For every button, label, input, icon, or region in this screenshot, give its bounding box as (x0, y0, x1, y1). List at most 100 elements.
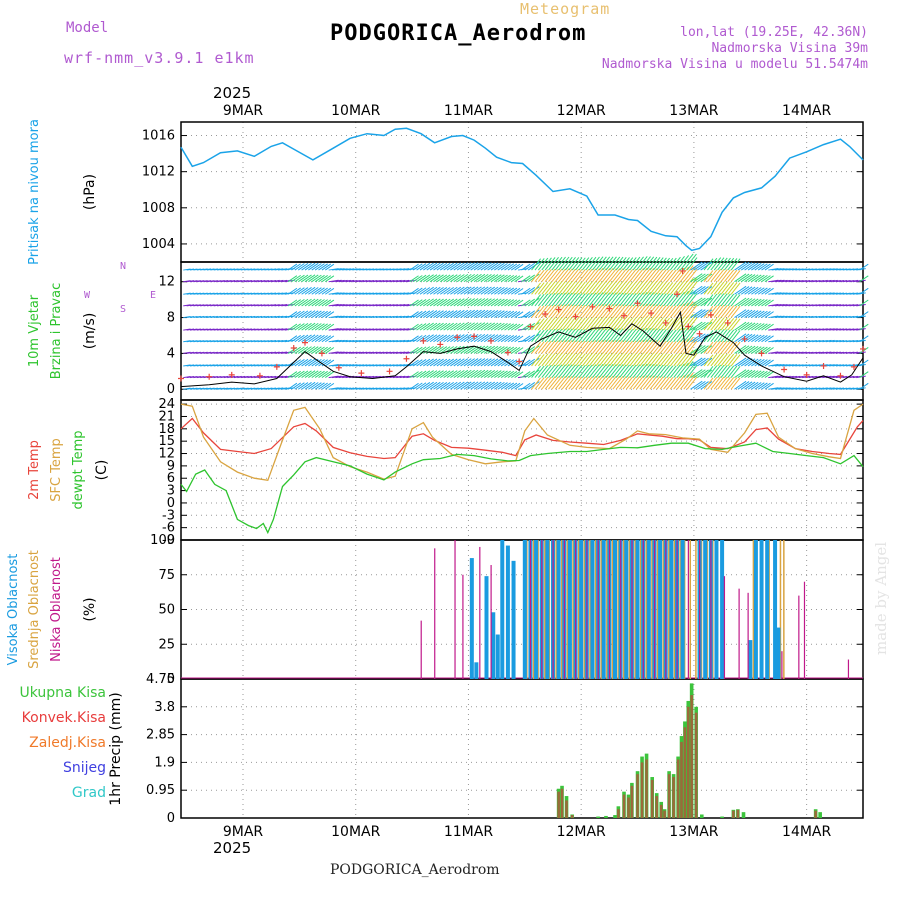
wind-barb (652, 268, 664, 283)
wind-barb (274, 315, 284, 319)
wind-barb (778, 364, 788, 367)
wind-barb (561, 364, 573, 378)
temperature-ytick-label: 12 (158, 447, 175, 462)
wind-barb (369, 387, 378, 390)
wind-barb (652, 281, 664, 295)
wind-barb (227, 375, 236, 379)
wind-barb (359, 328, 368, 331)
wind-barb (544, 281, 556, 295)
wind-barb (345, 268, 355, 271)
wind-barb (416, 382, 427, 390)
precip-legend-item: Grad (72, 785, 106, 801)
wind-barb (571, 257, 583, 271)
wind-barb (254, 292, 263, 295)
wind-barb (244, 387, 252, 390)
wind-barb (825, 279, 835, 283)
wind-grid (181, 262, 863, 400)
wind-barb (578, 317, 590, 331)
wind-barb (396, 351, 406, 354)
wind-barb (581, 376, 593, 390)
wind-barb (237, 292, 246, 295)
wind-barb (734, 321, 747, 331)
wind-barb (352, 339, 361, 343)
wind-barb (808, 292, 817, 295)
wind-barb (812, 304, 821, 307)
wind-barb (365, 304, 375, 307)
wind-barb (598, 256, 611, 271)
wind-barb (426, 262, 438, 271)
wind-barb (379, 387, 388, 390)
wind-barb (771, 292, 782, 295)
wind-barb (527, 297, 540, 307)
wind-barb (362, 292, 371, 295)
wind-barb (764, 299, 774, 307)
low-cloud-bar (597, 540, 599, 679)
wind-barb (829, 387, 838, 390)
wind-barb (456, 273, 469, 283)
wind-barb (524, 334, 536, 343)
wind-barb (703, 282, 714, 295)
wind-barb (369, 268, 378, 271)
wind-barb (700, 369, 713, 379)
wind-barb (558, 304, 570, 318)
wind-barb (294, 287, 305, 295)
wind-barb (544, 376, 556, 390)
wind-barb (494, 274, 505, 283)
wind-barb (632, 364, 644, 378)
wind-barb (487, 310, 499, 318)
wind-barb (264, 280, 273, 283)
wind-barb (456, 298, 469, 307)
wind-barb (412, 382, 423, 390)
wind-barb (802, 364, 811, 367)
wind-barb (839, 280, 848, 283)
wind-barb (321, 263, 332, 271)
wind-barb (608, 339, 621, 354)
wind-barb (683, 289, 697, 307)
wind-barb (561, 352, 573, 367)
wind-barb (223, 280, 232, 283)
wind-barb (713, 376, 725, 390)
wind-ytick-label: 0 (167, 382, 175, 397)
wind-barb (747, 298, 759, 307)
wind-barb (352, 364, 361, 367)
wind-barb (308, 322, 319, 331)
wind-barb (297, 323, 309, 331)
wind-barb (846, 340, 855, 343)
mid-cloud-bar (689, 540, 692, 679)
temperature-ytick-label: 0 (167, 496, 175, 511)
wind-gust-marker (420, 337, 427, 344)
low-cloud-bar (552, 540, 554, 679)
wind-barb (291, 359, 301, 367)
wind-barb (700, 381, 713, 390)
wind-barb (392, 351, 402, 354)
wind-barb (220, 351, 229, 354)
wind-barb (700, 297, 713, 307)
wind-barb (700, 309, 713, 318)
wind-barb (527, 381, 540, 390)
wind-barb (788, 268, 798, 271)
wind-barb (480, 262, 492, 271)
wind-barb (490, 286, 502, 295)
wind-barb (521, 382, 531, 390)
wind-barb (456, 262, 469, 271)
wind-barb (835, 364, 845, 367)
wind-barb (216, 304, 225, 307)
wind-barb (490, 298, 502, 307)
wind-gust-marker (358, 370, 365, 377)
wind-barb (771, 339, 782, 343)
wind-barb (565, 268, 576, 283)
wind-barb (561, 340, 573, 354)
wind-barb (433, 310, 444, 318)
wind-barb (271, 268, 280, 271)
wind-barb (581, 257, 593, 271)
wind-barb (247, 340, 256, 343)
wind-barb (679, 289, 694, 307)
wind-barb (254, 304, 263, 307)
wind-barb (331, 303, 342, 307)
wind-barb (625, 340, 637, 354)
wind-barb (666, 376, 677, 390)
wind-barb (274, 351, 284, 354)
wind-barb (250, 387, 259, 390)
wind-barb (690, 344, 703, 354)
